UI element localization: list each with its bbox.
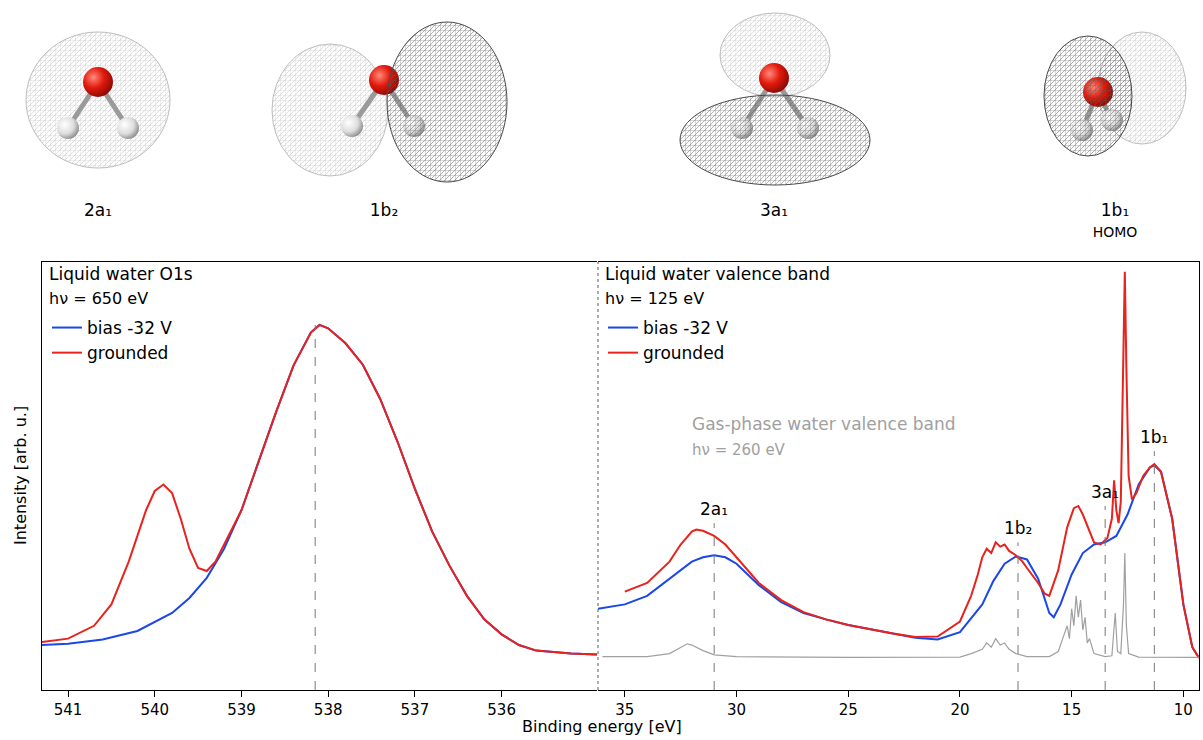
svg-text:bias -32 V: bias -32 V: [643, 318, 728, 338]
svg-text:Liquid water valence band: Liquid water valence band: [605, 264, 830, 284]
svg-text:15: 15: [1062, 701, 1081, 719]
svg-text:541: 541: [54, 701, 83, 719]
svg-text:Binding energy [eV]: Binding energy [eV]: [522, 717, 682, 736]
svg-text:538: 538: [314, 701, 343, 719]
svg-text:hν = 650 eV: hν = 650 eV: [49, 289, 148, 308]
svg-text:1b₁: 1b₁: [1101, 200, 1129, 220]
svg-text:hν = 260 eV: hν = 260 eV: [692, 441, 786, 459]
svg-text:1b₂: 1b₂: [370, 200, 398, 220]
svg-text:35: 35: [615, 701, 634, 719]
svg-text:HOMO: HOMO: [1093, 224, 1138, 240]
svg-text:grounded: grounded: [87, 343, 168, 363]
svg-text:10: 10: [1174, 701, 1193, 719]
svg-text:2a₁: 2a₁: [700, 499, 728, 519]
svg-text:bias -32 V: bias -32 V: [87, 318, 172, 338]
svg-text:539: 539: [227, 701, 256, 719]
svg-text:Liquid water O1s: Liquid water O1s: [49, 264, 193, 284]
svg-text:3a₁: 3a₁: [760, 200, 788, 220]
svg-text:30: 30: [727, 701, 746, 719]
svg-text:25: 25: [839, 701, 858, 719]
svg-text:1b₂: 1b₂: [1004, 518, 1032, 538]
svg-text:3a₁: 3a₁: [1091, 482, 1119, 502]
svg-text:2a₁: 2a₁: [84, 200, 112, 220]
svg-text:537: 537: [401, 701, 430, 719]
svg-text:1b₁: 1b₁: [1140, 427, 1168, 447]
svg-text:Gas-phase water valence band: Gas-phase water valence band: [692, 414, 956, 434]
svg-text:540: 540: [140, 701, 169, 719]
svg-text:20: 20: [950, 701, 969, 719]
svg-text:536: 536: [487, 701, 516, 719]
svg-text:Intensity [arb. u.]: Intensity [arb. u.]: [11, 406, 30, 545]
svg-text:grounded: grounded: [643, 343, 724, 363]
svg-text:hν = 125 eV: hν = 125 eV: [605, 289, 704, 308]
